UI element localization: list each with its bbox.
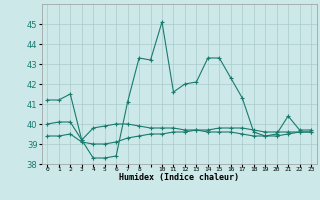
X-axis label: Humidex (Indice chaleur): Humidex (Indice chaleur) bbox=[119, 173, 239, 182]
